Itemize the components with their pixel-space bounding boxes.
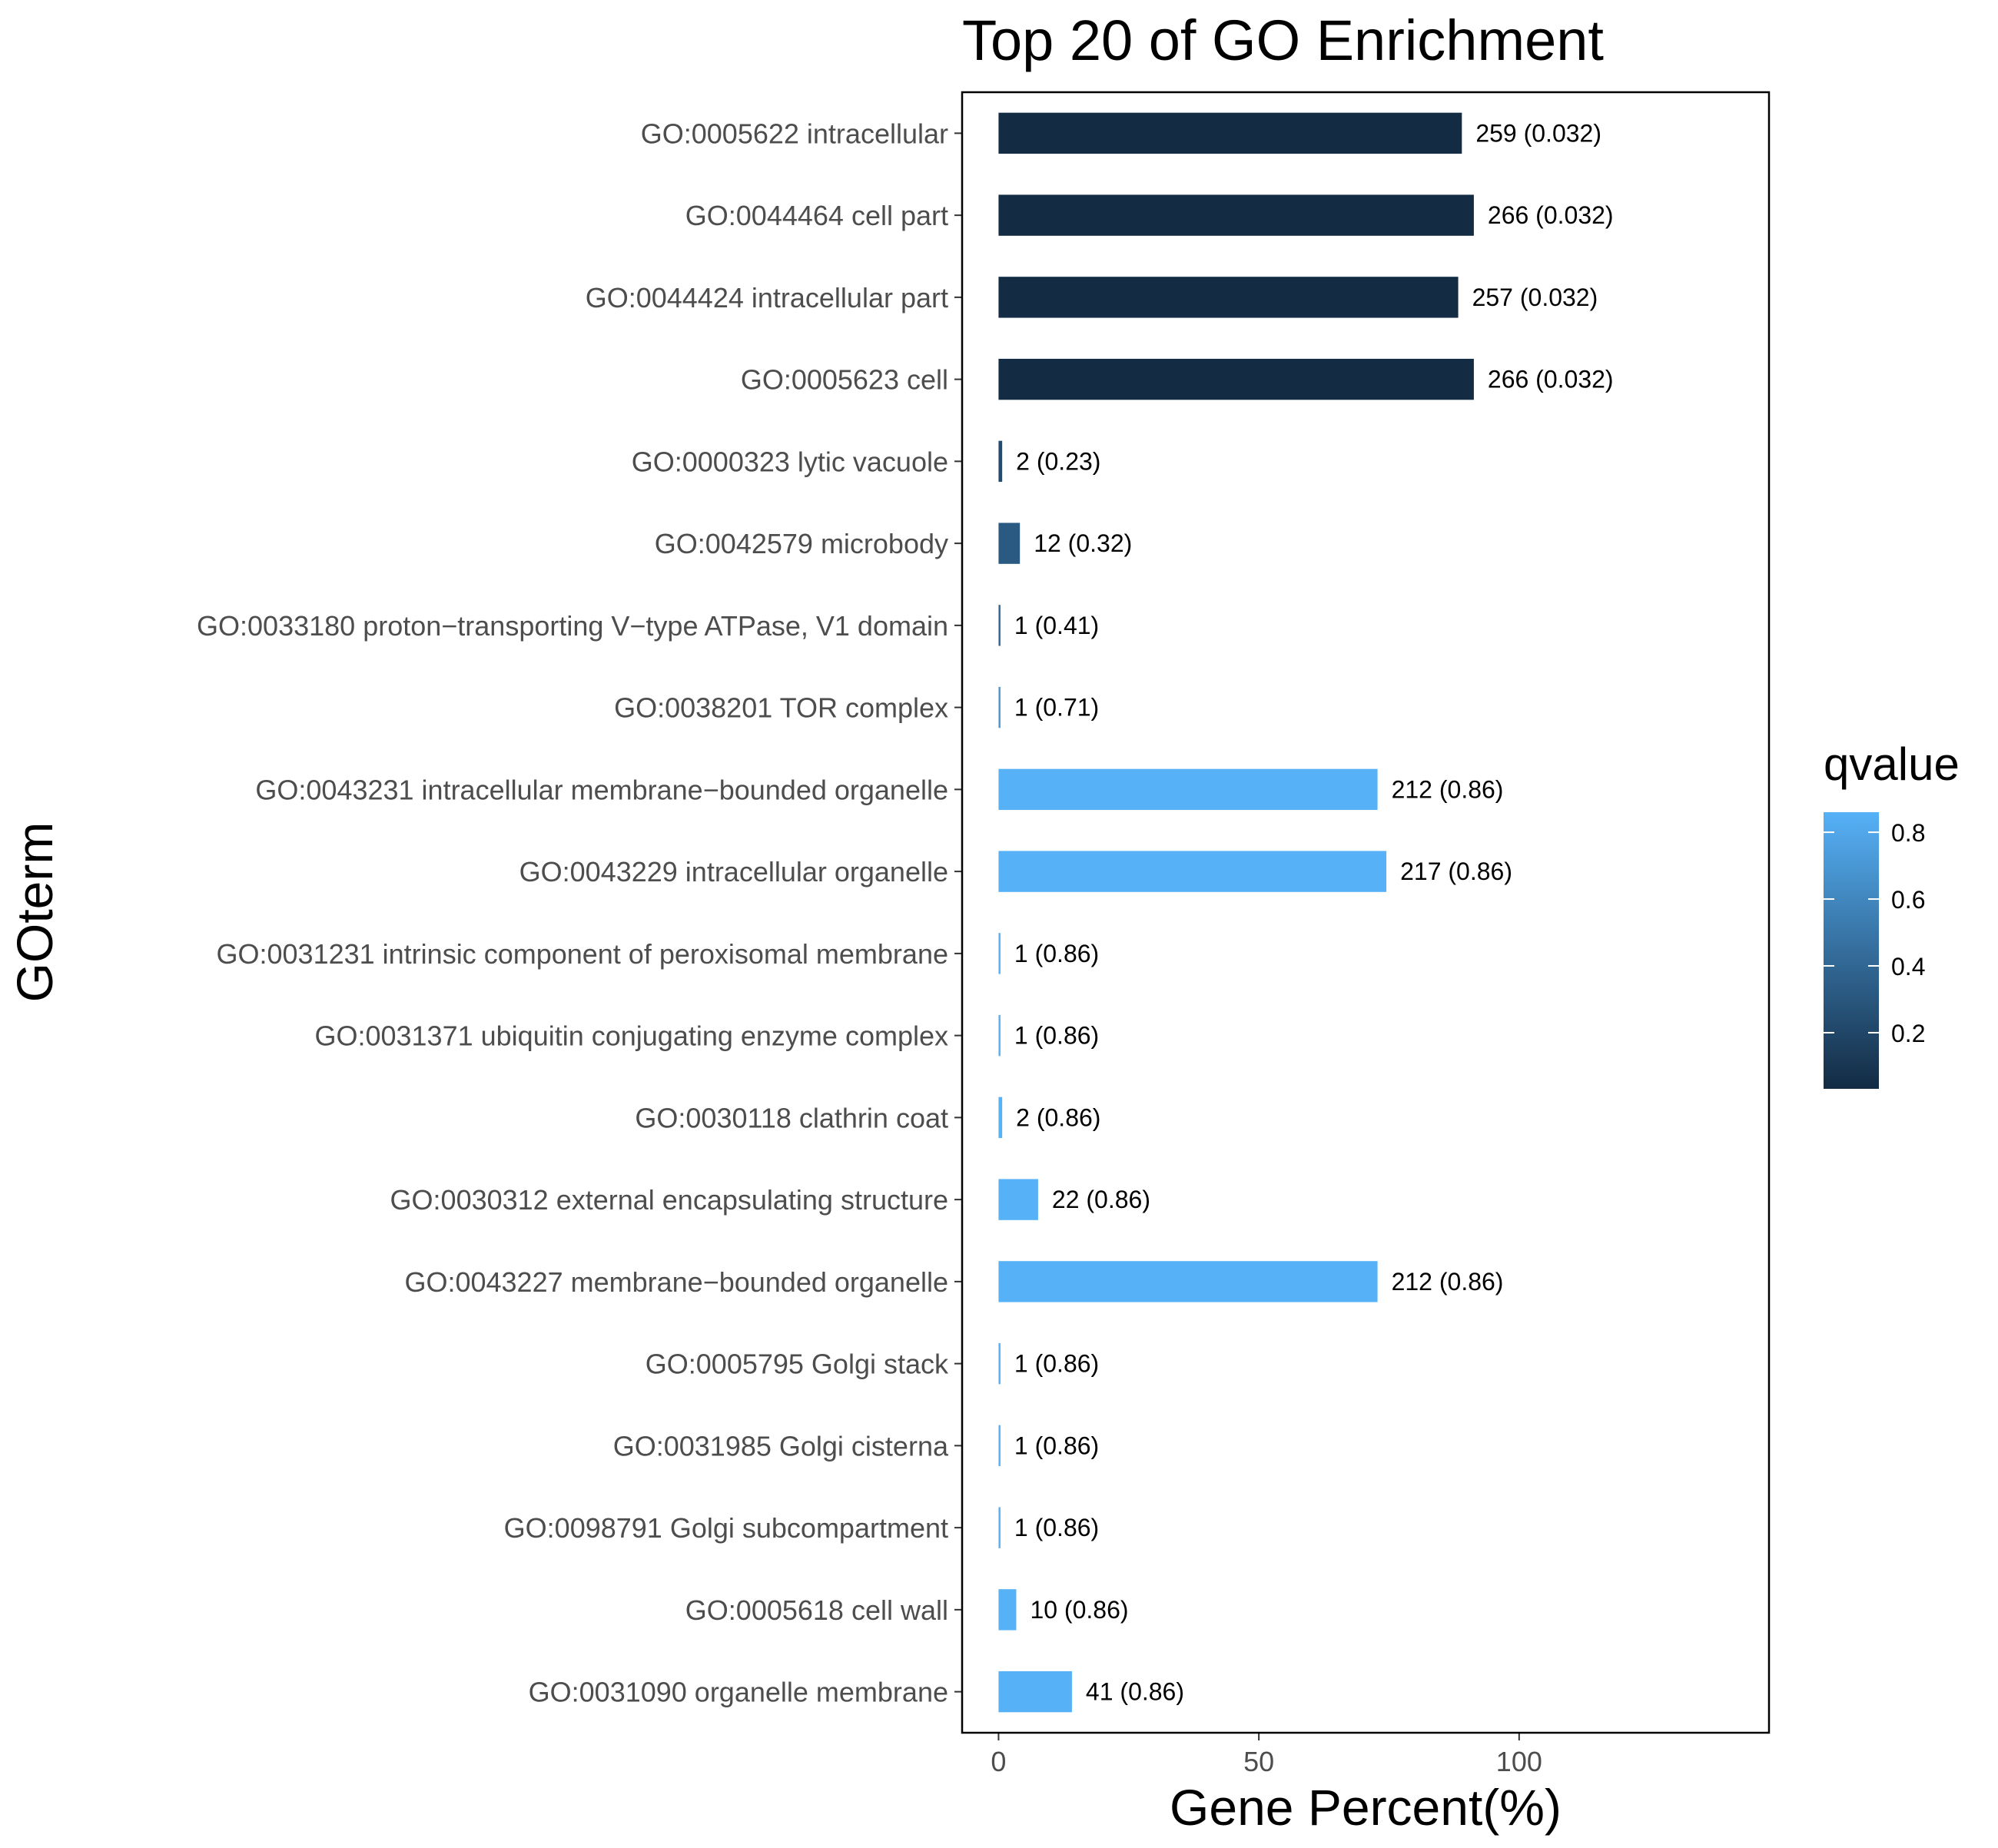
- y-tick-label: GO:0098791 Golgi subcompartment: [504, 1512, 948, 1544]
- legend-tick-label: 0.2: [1891, 1020, 1925, 1047]
- y-tick-label: GO:0005622 intracellular: [641, 118, 948, 149]
- y-axis: GO:0005622 intracellular GO:0044464 cell …: [197, 118, 962, 1708]
- bar-data-label: 212 (0.86): [1392, 1268, 1504, 1296]
- bar: [998, 523, 1021, 564]
- bar-data-label: 22 (0.86): [1052, 1186, 1150, 1213]
- bar: [998, 851, 1387, 892]
- data-labels-layer: 259 (0.032) 266 (0.032) 257 (0.032) 266 (0.…: [1014, 119, 1614, 1705]
- bar-data-label: 259 (0.032): [1475, 119, 1601, 147]
- y-tick-label: GO:0031090 organelle membrane: [529, 1677, 948, 1708]
- legend-colorbar: [1824, 812, 1879, 1089]
- x-axis-title: Gene Percent(%): [1170, 1779, 1562, 1836]
- y-tick-label: GO:0043227 membrane−bounded organelle: [404, 1266, 948, 1298]
- y-tick-label: GO:0042579 microbody: [655, 528, 948, 559]
- bar: [998, 1014, 1001, 1057]
- bar-data-label: 212 (0.86): [1392, 775, 1504, 803]
- bar: [998, 112, 1462, 154]
- plot-panel-border: [961, 91, 1771, 1734]
- y-tick-label: GO:0044464 cell part: [685, 200, 948, 231]
- y-tick-label: GO:0005623 cell: [741, 364, 948, 396]
- bar: [998, 1589, 1017, 1631]
- bar-data-label: 1 (0.86): [1014, 1022, 1099, 1050]
- bar-data-label: 217 (0.86): [1400, 858, 1512, 885]
- bar: [998, 1507, 1001, 1548]
- y-tick-label: GO:0043231 intracellular membrane−bounde…: [255, 774, 948, 805]
- legend: qvalue 0.2 0.4 0.6 0.8: [1824, 738, 1960, 1089]
- bar: [998, 1179, 1038, 1220]
- y-tick-label: GO:0005795 Golgi stack: [646, 1349, 949, 1380]
- bar-data-label: 2 (0.23): [1016, 447, 1100, 475]
- y-axis-title: GOterm: [6, 822, 63, 1003]
- bar-data-label: 266 (0.032): [1488, 366, 1614, 393]
- bar: [998, 1425, 1001, 1467]
- bar-data-label: 1 (0.86): [1014, 1514, 1099, 1541]
- y-tick-label: GO:0033180 proton−transporting V−type AT…: [197, 610, 948, 642]
- bar-data-label: 257 (0.032): [1472, 284, 1598, 311]
- y-tick-label: GO:0000323 lytic vacuole: [632, 446, 948, 477]
- legend-tick-label: 0.6: [1891, 886, 1925, 914]
- legend-tick-label: 0.4: [1891, 953, 1925, 980]
- bar-data-label: 266 (0.032): [1488, 201, 1614, 229]
- y-tick-label: GO:0031371 ubiquitin conjugating enzyme …: [314, 1020, 948, 1052]
- bar: [998, 686, 1001, 728]
- bar-data-label: 1 (0.71): [1014, 694, 1099, 722]
- bar: [998, 440, 1003, 483]
- x-tick-label: 100: [1496, 1746, 1542, 1777]
- bar-data-label: 1 (0.86): [1014, 940, 1099, 967]
- x-tick-label: 50: [1243, 1746, 1274, 1777]
- bar: [998, 277, 1459, 318]
- y-tick-label: GO:0030118 clathrin coat: [635, 1102, 948, 1133]
- x-axis: 0 50 100: [991, 1733, 1542, 1777]
- y-tick-label: GO:0038201 TOR complex: [614, 692, 948, 724]
- y-tick-label: GO:0005618 cell wall: [685, 1594, 948, 1626]
- y-tick-label: GO:0043229 intracellular organelle: [519, 856, 948, 888]
- bar: [998, 1261, 1378, 1302]
- chart-title: Top 20 of GO Enrichment: [962, 8, 1604, 72]
- x-tick-label: 0: [991, 1746, 1006, 1777]
- y-tick-label: GO:0044424 intracellular part: [586, 282, 948, 314]
- bar: [998, 358, 1474, 400]
- y-tick-label: GO:0031231 intrinsic component of peroxi…: [217, 938, 949, 970]
- bar: [998, 1670, 1072, 1713]
- bar-data-label: 1 (0.86): [1014, 1350, 1099, 1378]
- bar-data-label: 2 (0.86): [1016, 1103, 1100, 1131]
- legend-title: qvalue: [1824, 738, 1960, 790]
- bar-data-label: 41 (0.86): [1086, 1678, 1184, 1706]
- bars-layer: [998, 112, 1474, 1713]
- bar-data-label: 1 (0.86): [1014, 1432, 1099, 1459]
- bar: [998, 768, 1378, 811]
- legend-tick-label: 0.8: [1891, 819, 1925, 847]
- bar: [998, 1342, 1001, 1385]
- bar-data-label: 12 (0.32): [1034, 529, 1132, 557]
- bar-data-label: 1 (0.41): [1014, 612, 1099, 639]
- y-tick-label: GO:0031985 Golgi cisterna: [613, 1430, 949, 1461]
- bar: [998, 194, 1474, 236]
- bar: [998, 1097, 1003, 1139]
- bar-data-label: 10 (0.86): [1030, 1596, 1128, 1624]
- legend-ticks: 0.2 0.4 0.6 0.8: [1824, 819, 1925, 1047]
- bar: [998, 933, 1001, 974]
- bar: [998, 605, 1001, 646]
- y-tick-label: GO:0030312 external encapsulating struct…: [390, 1184, 948, 1216]
